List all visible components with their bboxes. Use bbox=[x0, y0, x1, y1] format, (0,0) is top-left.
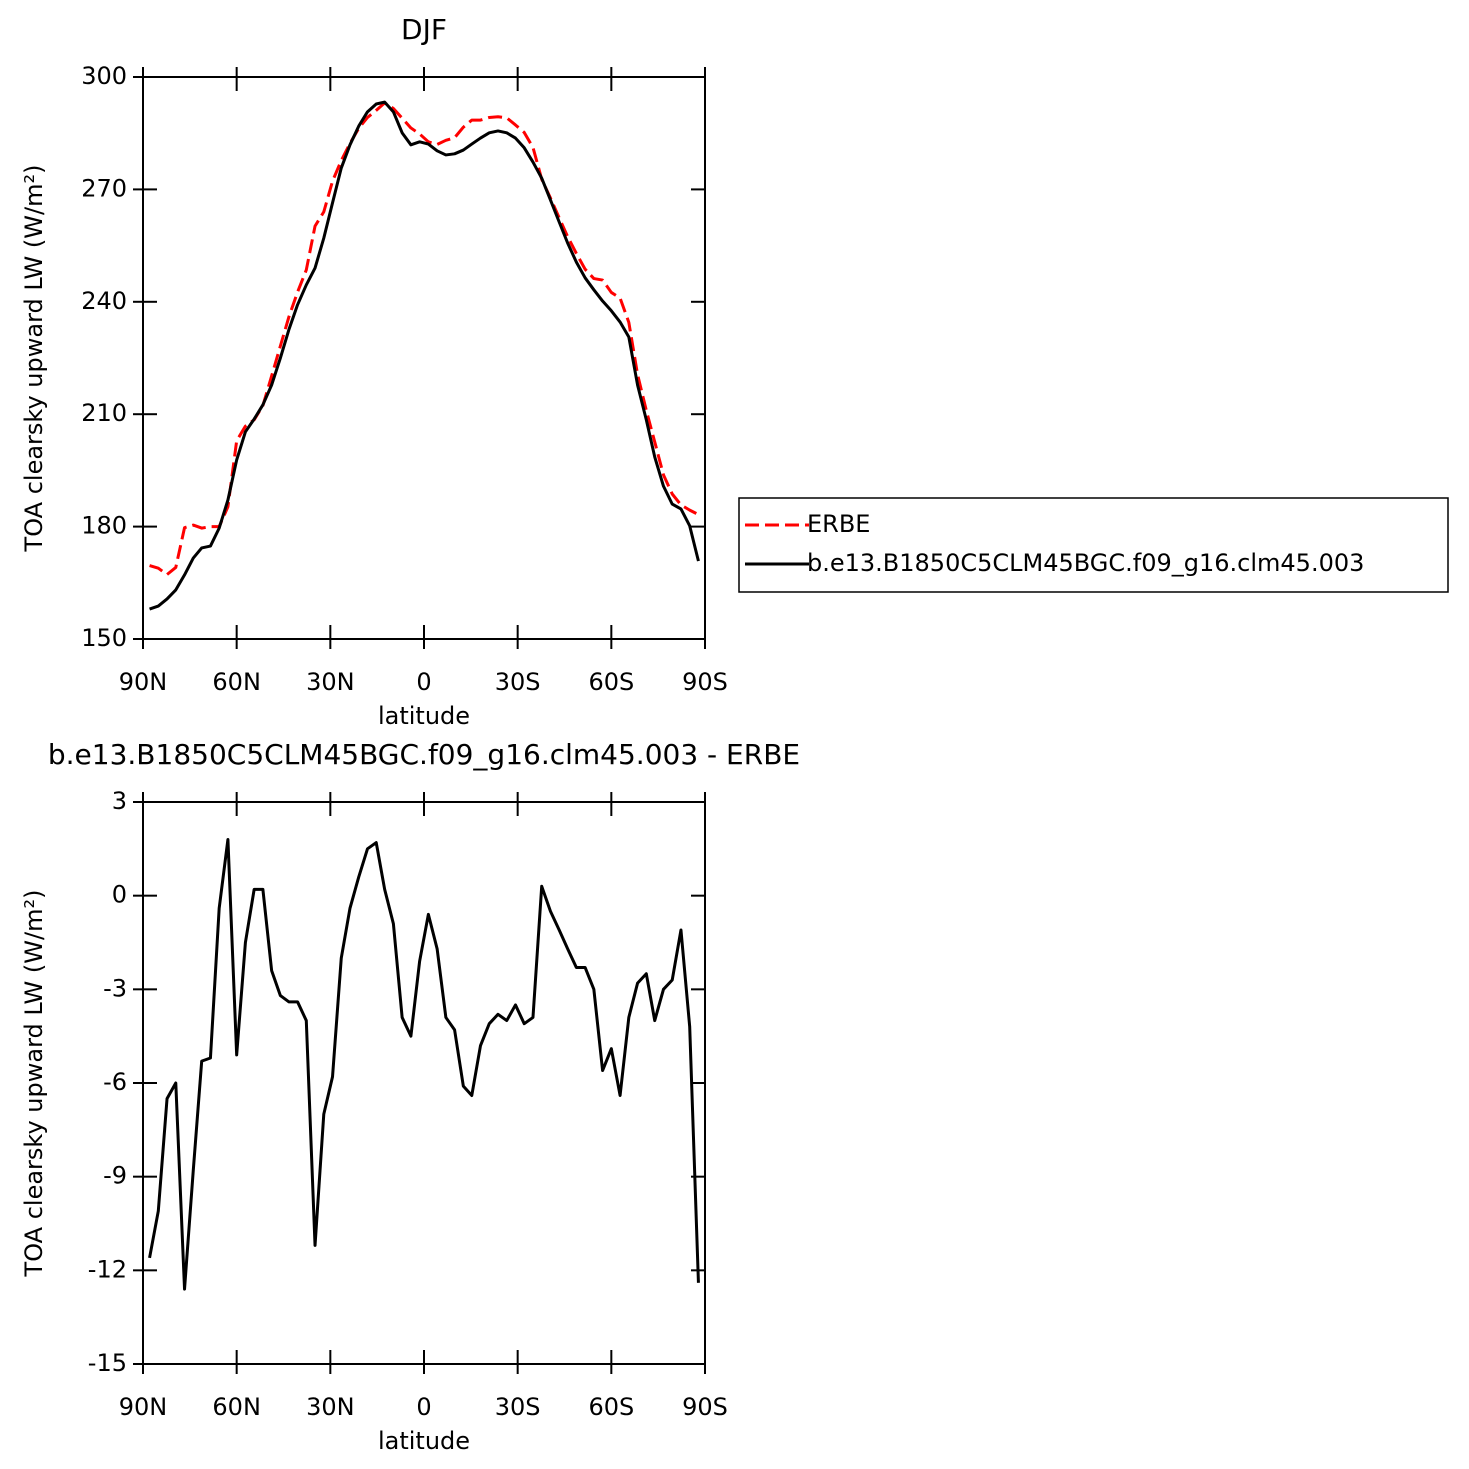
x-tick-label: 30N bbox=[306, 668, 355, 696]
y-axis-label: TOA clearsky upward LW (W/m²) bbox=[20, 165, 48, 553]
y-tick-label: -3 bbox=[103, 974, 127, 1002]
x-tick-label: 60S bbox=[588, 668, 634, 696]
legend-label: b.e13.B1850C5CLM45BGC.f09_g16.clm45.003 bbox=[807, 549, 1364, 577]
x-tick-label: 0 bbox=[416, 1393, 431, 1421]
y-tick-label: 210 bbox=[81, 399, 127, 427]
plot-frame bbox=[142, 76, 706, 640]
y-tick-label: 180 bbox=[81, 512, 127, 540]
legend: ERBE b.e13.B1850C5CLM45BGC.f09_g16.clm45.… bbox=[738, 497, 1449, 593]
y-tick-label: 0 bbox=[112, 881, 127, 909]
x-tick-label: 90S bbox=[682, 668, 728, 696]
x-tick-label: 30S bbox=[495, 1393, 541, 1421]
chart-title: b.e13.B1850C5CLM45BGC.f09_g16.clm45.003 … bbox=[48, 738, 800, 771]
y-tick-label: 240 bbox=[81, 287, 127, 315]
chart-title: DJF bbox=[401, 13, 447, 46]
x-axis-label: latitude bbox=[378, 702, 470, 730]
y-tick-label: -6 bbox=[103, 1068, 127, 1096]
data-line bbox=[149, 100, 700, 611]
y-tick-label: -12 bbox=[88, 1255, 127, 1283]
y-axis-label: TOA clearsky upward LW (W/m²) bbox=[20, 890, 48, 1278]
x-tick-label: 90N bbox=[119, 668, 168, 696]
x-tick-label: 0 bbox=[416, 668, 431, 696]
y-tick-label: 270 bbox=[81, 174, 127, 202]
y-tick-label: 150 bbox=[81, 624, 127, 652]
x-tick-label: 60N bbox=[212, 668, 261, 696]
legend-box bbox=[738, 497, 1449, 593]
y-tick-label: -15 bbox=[88, 1349, 127, 1377]
y-tick-label: 300 bbox=[81, 62, 127, 90]
data-line bbox=[149, 101, 700, 577]
y-tick-label: -9 bbox=[103, 1162, 127, 1190]
x-axis-label: latitude bbox=[378, 1427, 470, 1455]
x-tick-label: 90S bbox=[682, 1393, 728, 1421]
x-tick-label: 30N bbox=[306, 1393, 355, 1421]
x-tick-label: 60S bbox=[588, 1393, 634, 1421]
legend-label: ERBE bbox=[807, 510, 870, 538]
data-line bbox=[148, 837, 700, 1291]
x-tick-label: 90N bbox=[119, 1393, 168, 1421]
x-tick-label: 60N bbox=[212, 1393, 261, 1421]
y-tick-label: 3 bbox=[112, 787, 127, 815]
x-tick-label: 30S bbox=[495, 668, 541, 696]
